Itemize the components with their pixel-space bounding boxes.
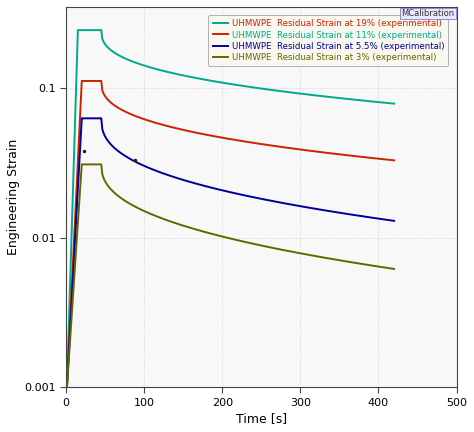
UHMWPE  Residual Strain at 5.5% (experimental) [150, 167, 156, 172]
Line: UHMWPE  Residual Strain at 11% (experimental): UHMWPE Residual Strain at 11% (experimen… [67, 81, 394, 388]
UHMWPE  Residual Strain at 11% (experimental) [107, 99, 113, 105]
UHMWPE  Residual Strain at 11% (experimental) [65, 361, 71, 366]
UHMWPE  Residual Strain at 3% (experimental) [198, 229, 204, 234]
Line: UHMWPE  Residual Strain at 5.5% (experimental): UHMWPE Residual Strain at 5.5% (experime… [67, 118, 394, 388]
UHMWPE  Residual Strain at 11% (experimental) [64, 385, 70, 390]
UHMWPE  Residual Strain at 19% (experimental) [198, 76, 204, 82]
UHMWPE  Residual Strain at 19% (experimental) [150, 66, 156, 71]
UHMWPE  Residual Strain at 3% (experimental) [261, 244, 267, 249]
UHMWPE  Residual Strain at 3% (experimental) [107, 186, 113, 191]
Line: UHMWPE  Residual Strain at 3% (experimental): UHMWPE Residual Strain at 3% (experiment… [67, 165, 394, 388]
Line: UHMWPE  Residual Strain at 19% (experimental): UHMWPE Residual Strain at 19% (experimen… [67, 30, 394, 388]
UHMWPE  Residual Strain at 19% (experimental) [261, 86, 267, 92]
UHMWPE  Residual Strain at 19% (experimental) [75, 28, 81, 33]
UHMWPE  Residual Strain at 5.5% (experimental) [138, 162, 144, 167]
UHMWPE  Residual Strain at 11% (experimental) [150, 120, 156, 125]
UHMWPE  Residual Strain at 5.5% (experimental) [79, 116, 85, 121]
UHMWPE  Residual Strain at 19% (experimental) [107, 47, 113, 52]
UHMWPE  Residual Strain at 11% (experimental) [79, 78, 85, 83]
UHMWPE  Residual Strain at 11% (experimental) [391, 158, 397, 163]
UHMWPE  Residual Strain at 5.5% (experimental) [64, 385, 70, 390]
X-axis label: Time [s]: Time [s] [236, 412, 287, 425]
UHMWPE  Residual Strain at 3% (experimental) [150, 213, 156, 218]
Legend: UHMWPE  Residual Strain at 19% (experimental), UHMWPE  Residual Strain at 11% (e: UHMWPE Residual Strain at 19% (experimen… [208, 15, 448, 66]
UHMWPE  Residual Strain at 3% (experimental) [79, 162, 85, 167]
UHMWPE  Residual Strain at 11% (experimental) [138, 116, 144, 121]
UHMWPE  Residual Strain at 3% (experimental) [64, 385, 70, 390]
UHMWPE  Residual Strain at 5.5% (experimental) [391, 218, 397, 223]
Y-axis label: Engineering Strain: Engineering Strain [7, 139, 20, 255]
UHMWPE  Residual Strain at 5.5% (experimental) [107, 141, 113, 146]
UHMWPE  Residual Strain at 19% (experimental) [138, 62, 144, 67]
UHMWPE  Residual Strain at 19% (experimental) [391, 101, 397, 106]
Text: MCalibration: MCalibration [401, 9, 455, 18]
UHMWPE  Residual Strain at 19% (experimental) [65, 357, 71, 362]
UHMWPE  Residual Strain at 3% (experimental) [138, 207, 144, 213]
UHMWPE  Residual Strain at 5.5% (experimental) [261, 197, 267, 202]
UHMWPE  Residual Strain at 3% (experimental) [391, 267, 397, 272]
UHMWPE  Residual Strain at 19% (experimental) [64, 385, 70, 390]
UHMWPE  Residual Strain at 5.5% (experimental) [198, 182, 204, 187]
UHMWPE  Residual Strain at 11% (experimental) [198, 131, 204, 137]
UHMWPE  Residual Strain at 5.5% (experimental) [65, 364, 71, 369]
UHMWPE  Residual Strain at 11% (experimental) [261, 142, 267, 147]
UHMWPE  Residual Strain at 3% (experimental) [65, 368, 71, 373]
